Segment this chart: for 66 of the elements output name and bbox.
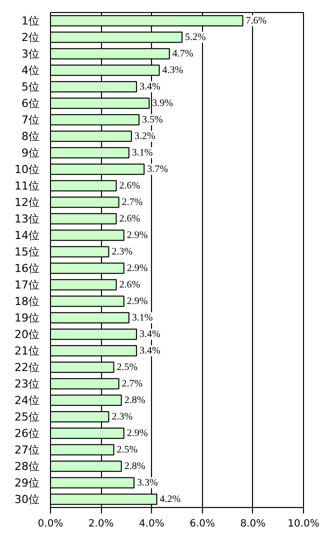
y-tick-label: 17位 (14, 278, 40, 292)
y-tick-label: 30位 (14, 492, 40, 506)
data-label: 2.6% (119, 180, 140, 192)
y-tick-label: 20位 (14, 328, 40, 341)
data-label: 2.5% (116, 444, 138, 456)
y-tick-label: 13位 (14, 212, 40, 226)
data-label: 5.2% (185, 32, 206, 43)
y-tick-label: 18位 (14, 294, 40, 308)
data-label: 2.8% (124, 460, 146, 472)
data-label: 3.9% (152, 98, 174, 109)
y-tick-label: 21位 (14, 344, 40, 358)
data-label: 2.3% (112, 411, 133, 422)
data-label: 4.3% (162, 64, 184, 76)
y-tick-label: 8位 (22, 130, 40, 143)
y-tick-label: 23位 (14, 377, 40, 390)
x-tick-label: 0.0% (38, 518, 64, 530)
y-tick-label: 26位 (14, 426, 40, 440)
data-label: 3.1% (132, 147, 153, 158)
data-label: 2.8% (124, 394, 146, 406)
data-label: 3.3% (136, 477, 158, 488)
data-label: 2.5% (116, 362, 138, 373)
y-tick-label: 2位 (22, 30, 40, 44)
y-tick-label: 6位 (22, 96, 40, 110)
y-tick-label: 15位 (14, 245, 40, 258)
y-tick-label: 14位 (14, 228, 40, 242)
data-label: 4.7% (172, 48, 194, 60)
y-tick-label: 7位 (22, 113, 40, 126)
data-label: 3.4% (140, 328, 160, 340)
data-label: 2.9% (126, 296, 148, 307)
data-label: 2.6% (119, 213, 140, 224)
y-tick-label: 5位 (22, 80, 40, 94)
data-label: 3.7% (147, 164, 168, 175)
data-label: 2.7% (122, 196, 143, 208)
y-tick-label: 22位 (14, 360, 40, 374)
y-tick-label: 11位 (14, 179, 40, 192)
x-tick-label: 8.0% (240, 518, 266, 530)
x-tick-label: 2.0% (88, 518, 114, 530)
y-tick-label: 24位 (14, 394, 40, 407)
data-label: 2.9% (126, 428, 148, 439)
data-label: 3.5% (142, 114, 163, 126)
y-tick-label: 4位 (22, 64, 40, 77)
y-tick-label: 3位 (22, 47, 40, 60)
y-tick-label: 16位 (14, 262, 40, 275)
y-tick-label: 12位 (14, 196, 40, 209)
y-tick-label: 25位 (14, 410, 40, 424)
y-tick-label: 19位 (14, 311, 40, 324)
data-label: 2.7% (122, 378, 143, 390)
x-tick-label: 6.0% (190, 518, 216, 530)
y-tick-label: 28位 (14, 460, 40, 473)
x-tick-label: 4.0% (138, 518, 164, 530)
data-label: 3.4% (140, 81, 160, 92)
data-label: 7.6% (246, 15, 267, 26)
y-tick-label: 10位 (14, 162, 40, 176)
y-tick-label: 9位 (22, 146, 40, 160)
data-label: 4.2% (160, 494, 181, 505)
y-tick-label: 27位 (14, 443, 40, 456)
data-label: 2.9% (126, 262, 148, 274)
data-label: 3.1% (132, 312, 153, 324)
data-label: 2.3% (112, 246, 133, 258)
data-label: 3.4% (140, 345, 160, 356)
y-tick-label: 1位 (22, 14, 40, 28)
x-tick-label: 10.0% (288, 518, 320, 530)
data-label: 2.9% (126, 230, 148, 241)
data-label: 2.6% (119, 279, 140, 290)
data-label: 3.2% (134, 130, 156, 142)
y-tick-label: 29位 (14, 476, 40, 490)
